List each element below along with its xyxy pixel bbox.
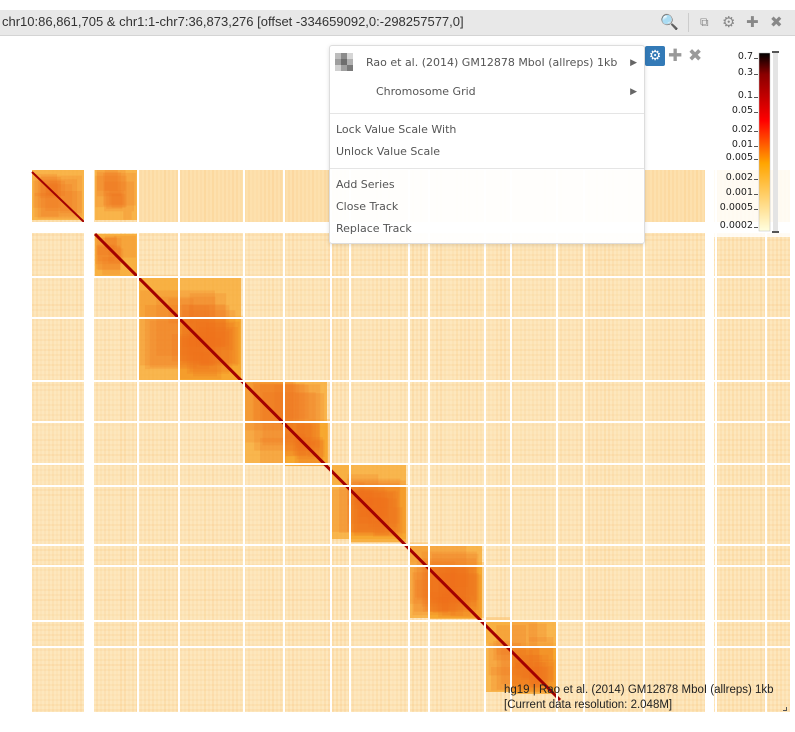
- color-scale-tick-mark: [754, 146, 758, 147]
- color-scale-tick-mark: [754, 131, 758, 132]
- color-scale-tick-label: 0.7: [737, 51, 753, 62]
- search-icon[interactable]: 🔍: [660, 13, 679, 31]
- genome-position-bar: chr10:86,861,705 & chr1:1-chr7:36,873,27…: [0, 10, 795, 36]
- chromosome-grid-vline: [484, 170, 486, 712]
- color-scale-tick-mark: [754, 159, 758, 160]
- color-scale-tick-mark: [754, 209, 758, 210]
- heatmap-diagonal: [31, 171, 85, 223]
- resize-handle: [786, 707, 787, 711]
- chromosome-grid-vline: [715, 170, 717, 712]
- color-scale-tick-mark: [754, 97, 758, 98]
- chromosome-block: [510, 646, 558, 694]
- color-scale-tick-label: 0.3: [737, 67, 753, 78]
- genome-position-input[interactable]: chr10:86,861,705 & chr1:1-chr7:36,873,27…: [2, 14, 464, 29]
- color-scale-tick-label: 0.01: [731, 139, 753, 150]
- color-scale-tick-mark: [754, 112, 758, 113]
- color-scale-bar[interactable]: [712, 49, 790, 237]
- copy-icon[interactable]: ⧉: [700, 15, 709, 29]
- chromosome-grid-vline: [583, 170, 585, 712]
- color-scale-tick-label: 0.02: [731, 124, 753, 135]
- submenu-arrow-icon: ▶: [630, 87, 637, 97]
- menu-item-track-series[interactable]: Rao et al. (2014) GM12878 MboI (allreps)…: [330, 53, 644, 73]
- menu-item-lock-value-scale[interactable]: Lock Value Scale With: [330, 120, 644, 140]
- track-context-menu: Rao et al. (2014) GM12878 MboI (allreps)…: [329, 45, 645, 244]
- chromosome-block: [95, 170, 137, 220]
- menu-item-label: Rao et al. (2014) GM12878 MboI (allreps)…: [366, 56, 618, 69]
- submenu-arrow-icon: ▶: [630, 58, 637, 68]
- menu-item-unlock-value-scale[interactable]: Unlock Value Scale: [330, 142, 644, 162]
- chromosome-grid-vline: [92, 170, 94, 712]
- chromosome-grid-vline: [408, 170, 410, 712]
- chromosome-grid-vline: [765, 170, 767, 712]
- gear-icon[interactable]: ⚙: [722, 13, 736, 31]
- close-icon[interactable]: ✖: [770, 13, 783, 31]
- chromosome-block: [349, 485, 406, 542]
- resize-handle: [783, 710, 787, 711]
- chromosome-grid-vline: [84, 170, 93, 712]
- chromosome-grid-vline: [137, 170, 139, 712]
- color-scale-tick-label: 0.005: [725, 152, 753, 163]
- chromosome-grid-vline: [330, 170, 332, 712]
- chromosome-grid-vline: [428, 170, 430, 712]
- menu-divider: [330, 113, 644, 114]
- color-scale-tick-label: 0.002: [725, 172, 753, 183]
- menu-item-close-track[interactable]: Close Track: [330, 197, 644, 217]
- heatmap-diagonal: [93, 232, 562, 702]
- chromosome-grid-hline: [32, 276, 790, 278]
- chromosome-grid-hline: [32, 485, 790, 487]
- caption-track-name: hg19 | Rao et al. (2014) GM12878 MboI (a…: [504, 684, 774, 696]
- caption-resolution: [Current data resolution: 2.048M]: [504, 699, 673, 711]
- color-scale-tick-mark: [754, 227, 758, 228]
- plus-icon[interactable]: ✚: [746, 13, 759, 31]
- chromosome-grid-hline: [32, 421, 790, 423]
- color-scale-tick-label: 0.05: [731, 105, 753, 116]
- chromosome-grid-vline: [178, 170, 180, 712]
- menu-item-label: Lock Value Scale With: [336, 123, 457, 136]
- color-scale-tick-label: 0.0002: [719, 220, 753, 231]
- toolbar-divider: [688, 13, 689, 32]
- color-scale-tick-label: 0.1: [737, 90, 753, 101]
- chromosome-grid-vline: [643, 170, 645, 712]
- heatmap-track-icon: [335, 53, 353, 71]
- chromosome-grid-vline: [283, 170, 285, 712]
- color-scale-tick-mark: [754, 58, 758, 59]
- track-caption: hg19 | Rao et al. (2014) GM12878 MboI (a…: [504, 683, 774, 713]
- menu-item-label: Add Series: [336, 178, 395, 191]
- chromosome-grid-hline: [32, 317, 790, 319]
- color-scale-legend: 0.7 0.3 0.1 0.05 0.02 0.01 0.005 0.002 0.001 0.00…: [712, 49, 790, 237]
- track-config-gear-icon[interactable]: ⚙: [645, 46, 665, 66]
- menu-item-replace-track[interactable]: Replace Track: [330, 219, 644, 239]
- chromosome-grid-hline: [32, 463, 790, 465]
- chromosome-grid-hline: [32, 565, 790, 567]
- chromosome-grid-hline: [32, 646, 790, 648]
- chromosome-grid-vline: [243, 170, 245, 712]
- chromosome-grid-hline: [32, 620, 790, 622]
- menu-item-label: Unlock Value Scale: [336, 145, 441, 158]
- track-add-plus-icon[interactable]: ✚: [668, 46, 683, 66]
- chromosome-grid-vline: [705, 170, 714, 712]
- track-close-icon[interactable]: ✖: [688, 46, 703, 66]
- color-scale-tick-mark: [754, 194, 758, 195]
- color-scale-tick-mark: [754, 179, 758, 180]
- menu-item-label: Chromosome Grid: [376, 85, 476, 98]
- chromosome-grid-vline: [349, 170, 351, 712]
- menu-item-label: Close Track: [336, 200, 399, 213]
- menu-item-add-series[interactable]: Add Series: [330, 175, 644, 195]
- color-scale-tick-label: 0.001: [725, 187, 753, 198]
- color-scale-tick-mark: [754, 74, 758, 75]
- chromosome-block: [428, 565, 482, 619]
- chromosome-grid-vline: [556, 170, 558, 712]
- chromosome-grid-hline: [32, 380, 790, 382]
- color-scale-tick-label: 0.0005: [719, 202, 753, 213]
- menu-item-chromosome-grid[interactable]: Chromosome Grid ▶: [330, 82, 644, 102]
- menu-item-label: Replace Track: [336, 222, 412, 235]
- menu-divider: [330, 168, 644, 169]
- chromosome-grid-hline: [32, 544, 790, 546]
- chromosome-block: [32, 170, 84, 220]
- chromosome-grid-vline: [510, 170, 512, 712]
